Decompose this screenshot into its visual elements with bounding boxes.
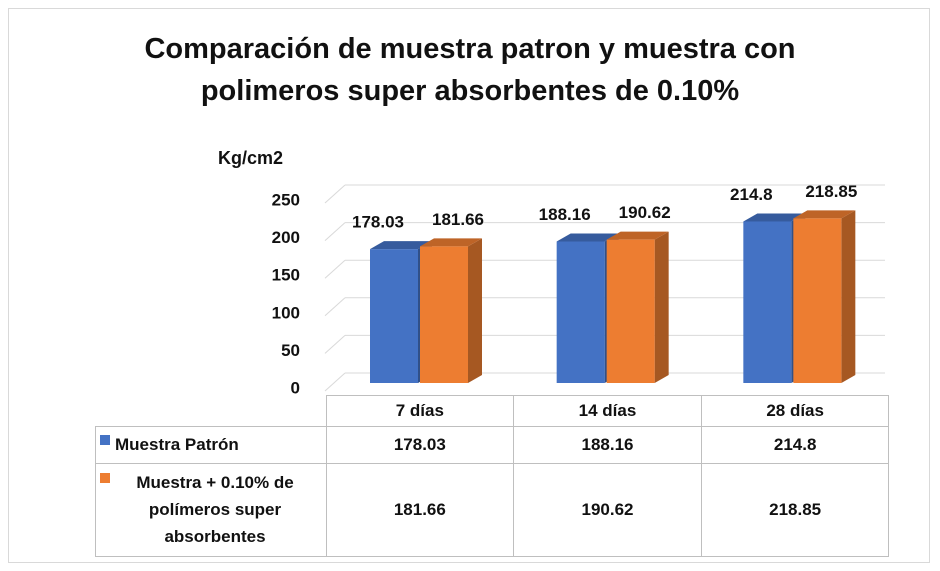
data-label: 188.16 [539,205,591,224]
y-axis-label: Kg/cm2 [218,148,284,168]
legend-swatch [100,473,110,483]
bar-top [556,233,619,242]
table-header-row: 7 días 14 días 28 días [96,395,890,427]
bar-top [793,210,856,219]
y-tick-label: 0 [291,378,300,397]
grid-line [324,297,346,317]
y-tick-label: 50 [281,341,300,360]
bar-side [654,231,669,383]
bar [606,239,655,383]
legend-cell: Muestra + 0.10% de polímeros super absor… [95,462,327,557]
bar-top [370,241,432,250]
bar [793,218,842,383]
bar [370,249,418,383]
table-row: Muestra Patrón 178.03 188.16 214.8 [95,425,890,464]
table-corner [96,396,327,427]
data-table: 7 días 14 días 28 días Muestra Patrón 178.03… [95,395,890,557]
x-tick-label: 7 días [325,395,515,427]
data-label: 190.62 [619,203,671,222]
grid-line [324,259,346,279]
bar [743,221,792,383]
grid-line [324,184,346,204]
table-value: 218.85 [700,462,890,557]
grid-line [324,372,346,392]
data-label: 181.66 [432,210,484,229]
table-value: 190.62 [513,462,702,557]
legend-cell: Muestra Patrón [95,425,327,464]
x-tick-label: 14 días [513,395,702,427]
bar-top [606,231,669,240]
y-tick-label: 150 [272,266,300,285]
data-label: 214.8 [730,185,773,204]
table-value: 181.66 [325,462,515,557]
table-row: Muestra + 0.10% de polímeros super absor… [95,462,890,557]
y-tick-label: 250 [272,190,300,209]
data-label: 178.03 [352,213,404,232]
table-value: 188.16 [513,425,702,464]
legend-swatch [100,435,110,445]
bar-side [468,238,482,383]
bar-top [420,238,482,247]
y-tick-label: 100 [272,303,300,322]
bar [556,241,605,383]
bar-top [743,213,806,222]
chart-frame [8,8,930,563]
table-value: 178.03 [325,425,515,464]
data-label: 218.85 [805,182,857,201]
legend-label: Muestra Patrón [115,435,239,454]
chart-title: Comparación de muestra patron y muestra … [144,33,796,107]
grid-line [324,222,346,241]
bar-side [841,210,856,383]
legend-label: Muestra + 0.10% de polímeros super absor… [136,473,294,546]
table-value: 214.8 [700,425,890,464]
bar [420,246,468,383]
x-tick-label: 28 días [700,395,890,427]
y-tick-label: 200 [272,228,300,247]
grid-line [324,335,346,354]
